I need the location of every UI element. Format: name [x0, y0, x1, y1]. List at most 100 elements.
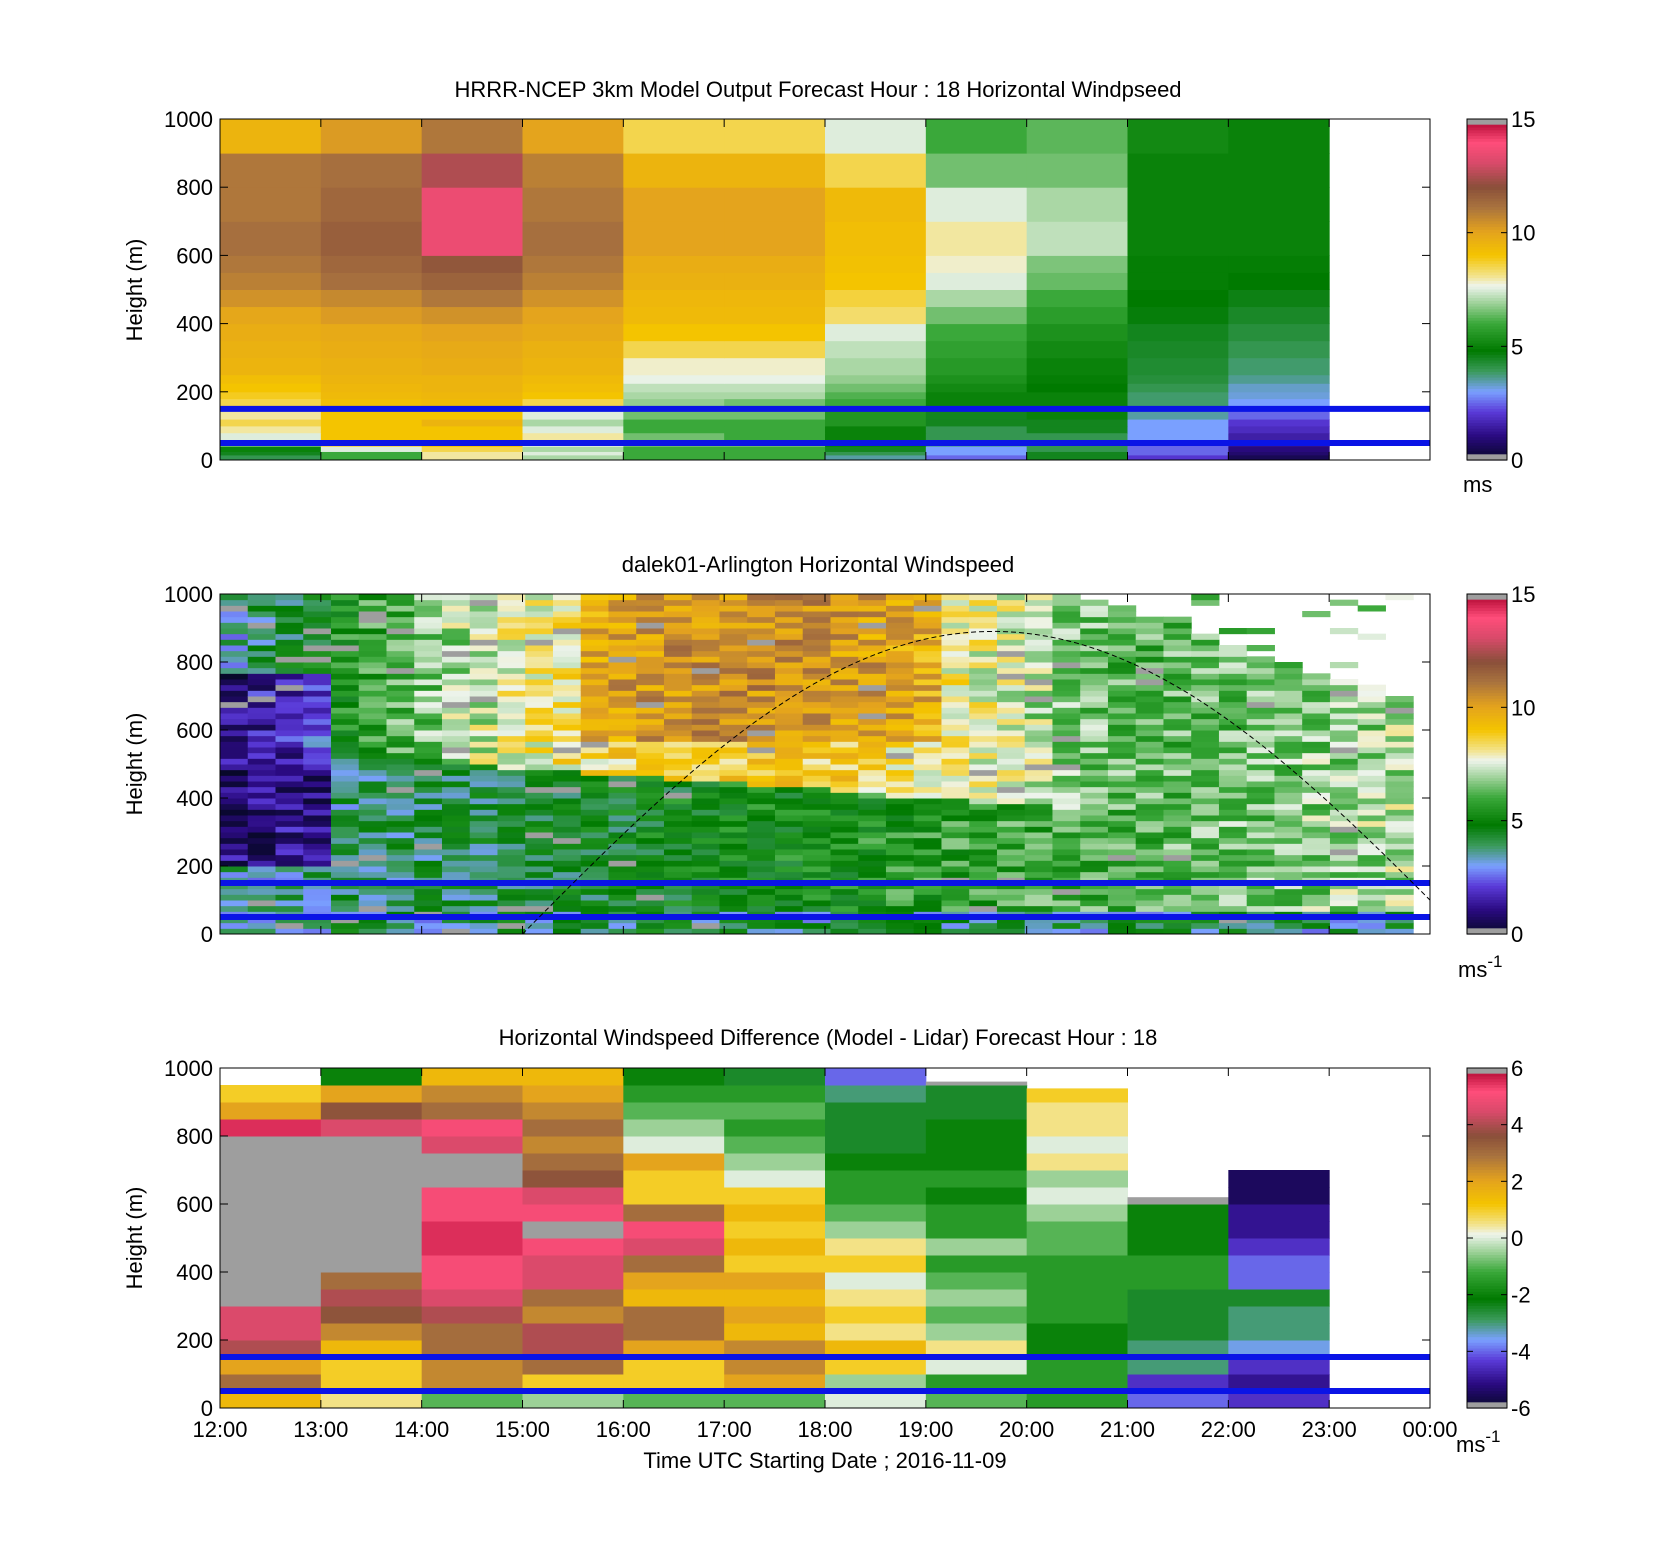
heatmap-cell — [1026, 419, 1128, 427]
heatmap-cell — [885, 922, 915, 929]
heatmap-cell — [1246, 673, 1275, 680]
heatmap-cell — [830, 656, 859, 663]
heatmap-cell — [885, 730, 915, 737]
heatmap-cell — [858, 764, 887, 771]
colorbar-swatch — [1467, 679, 1507, 683]
heatmap-cell — [1107, 639, 1137, 646]
heatmap-cell — [691, 826, 720, 833]
heatmap-cell — [774, 724, 804, 731]
heatmap-cell — [441, 724, 471, 731]
heatmap-cell — [580, 758, 609, 765]
colorbar-swatch — [1467, 732, 1507, 737]
heatmap-cell — [522, 289, 624, 308]
heatmap-cell — [747, 752, 776, 759]
heatmap-cell — [1246, 928, 1275, 935]
heatmap-cell — [220, 594, 249, 601]
heatmap-cell — [1163, 764, 1192, 771]
heatmap-cell — [525, 605, 554, 612]
colorbar-swatch — [1467, 1334, 1507, 1338]
heatmap-cell — [330, 707, 360, 714]
heatmap-cell — [969, 792, 998, 799]
heatmap-cell — [1218, 724, 1248, 731]
heatmap-cell — [969, 917, 998, 924]
heatmap-cell — [691, 775, 720, 782]
heatmap-cell — [247, 809, 276, 816]
colorbar-frame — [1466, 118, 1508, 461]
heatmap-cell — [774, 786, 804, 793]
heatmap-cell — [525, 894, 554, 901]
heatmap-cell — [774, 837, 804, 844]
heatmap-cell — [941, 883, 970, 890]
heatmap-cell — [941, 803, 970, 810]
heatmap-cell — [1024, 905, 1053, 912]
heatmap-cell — [858, 684, 887, 691]
heatmap-cell — [1135, 883, 1164, 890]
heatmap-cell — [414, 905, 443, 912]
heatmap-cell — [220, 735, 249, 742]
heatmap-cell — [941, 747, 970, 754]
heatmap-cell — [1080, 837, 1109, 844]
heatmap-cell — [1357, 922, 1386, 929]
colorbar-swatch — [1467, 1314, 1507, 1318]
heatmap-cell — [1274, 707, 1303, 714]
heatmap-cell — [608, 599, 637, 606]
heatmap-cell — [774, 854, 804, 861]
heatmap-cell — [220, 820, 249, 827]
heatmap-cell — [220, 1187, 322, 1205]
colorbar-swatch — [1467, 1240, 1507, 1245]
heatmap-cell — [220, 398, 322, 410]
heatmap-cell — [247, 888, 276, 895]
heatmap-cell — [414, 769, 443, 776]
colorbar-under-swatch — [1467, 928, 1507, 934]
heatmap-cell — [358, 883, 387, 890]
heatmap-cell — [608, 871, 637, 878]
colorbar-swatch — [1467, 130, 1507, 134]
heatmap-cell — [802, 883, 831, 890]
heatmap-cell — [1024, 684, 1053, 691]
heatmap-cell — [636, 826, 665, 833]
heatmap-cell — [1228, 1272, 1330, 1290]
heatmap-cell — [525, 922, 554, 929]
heatmap-cell — [925, 340, 1028, 359]
heatmap-cell — [858, 786, 887, 793]
heatmap-cell — [330, 633, 360, 640]
heatmap-cell — [386, 928, 415, 935]
colorbar-swatch — [1467, 741, 1507, 745]
heatmap-cell — [414, 849, 443, 856]
heatmap-cell — [719, 645, 748, 652]
heatmap-cell — [220, 633, 249, 640]
heatmap-cell — [275, 809, 304, 816]
heatmap-cell — [1107, 917, 1137, 924]
heatmap-cell — [941, 639, 970, 646]
colorbar-swatch — [1467, 269, 1507, 274]
heatmap-cell — [885, 888, 915, 895]
heatmap-cell — [996, 832, 1026, 839]
heatmap-cell — [1052, 639, 1081, 646]
heatmap-cell — [608, 724, 637, 731]
heatmap-cell — [941, 662, 970, 669]
heatmap-cell — [522, 1323, 624, 1341]
heatmap-cell — [275, 798, 304, 805]
heatmap-cell — [885, 679, 915, 686]
heatmap-cell — [969, 707, 998, 714]
colorbar-swatch — [1467, 380, 1507, 384]
heatmap-cell — [303, 622, 332, 629]
heatmap-cell — [358, 900, 387, 907]
colorbar-swatch — [1467, 718, 1507, 723]
heatmap-cell — [1191, 917, 1220, 924]
heatmap-cell — [358, 741, 387, 748]
colorbar-swatch — [1467, 905, 1507, 910]
heatmap-cell — [623, 1306, 725, 1324]
heatmap-cell — [941, 616, 970, 623]
heatmap-cell — [1080, 764, 1109, 771]
heatmap-cell — [1302, 820, 1331, 827]
heatmap-cell — [522, 153, 624, 188]
heatmap-cell — [358, 866, 387, 873]
heatmap-cell — [1107, 809, 1137, 816]
heatmap-cell — [552, 798, 582, 805]
heatmap-cell — [1052, 849, 1081, 856]
heatmap-cell — [1052, 605, 1081, 612]
colorbar-swatch — [1467, 360, 1507, 364]
heatmap-cell — [330, 843, 360, 850]
